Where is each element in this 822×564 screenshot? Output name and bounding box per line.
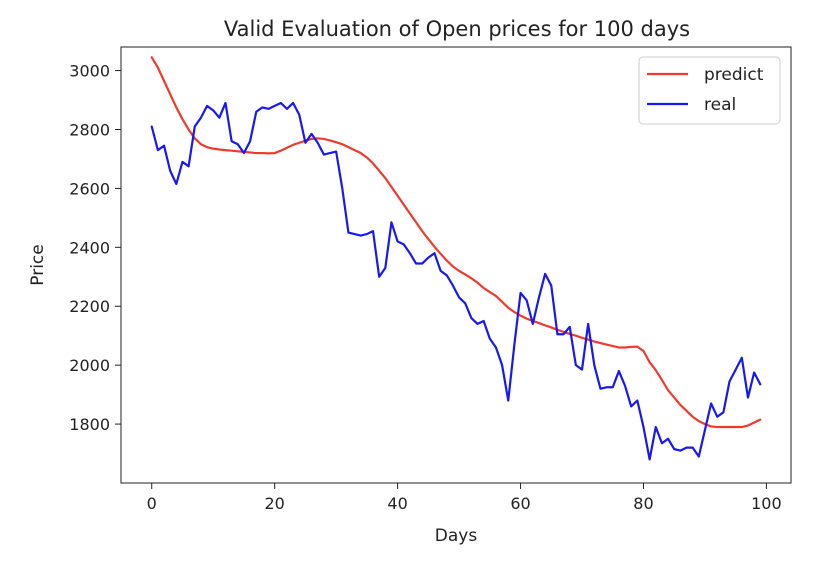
y-tick-label: 2800: [69, 120, 110, 139]
x-axis: 0 20 40 60 80 100: [147, 483, 782, 513]
y-tick-label: 2000: [69, 356, 110, 375]
chart-title: Valid Evaluation of Open prices for 100 …: [224, 17, 690, 41]
y-tick-label: 2400: [69, 238, 110, 257]
y-tick-label: 2200: [69, 297, 110, 316]
x-tick-label: 40: [387, 494, 407, 513]
x-tick-label: 0: [147, 494, 157, 513]
x-tick-label: 20: [264, 494, 284, 513]
legend: predict real: [638, 56, 781, 125]
legend-label-predict: predict: [704, 65, 764, 85]
x-tick-label: 60: [510, 494, 530, 513]
x-tick-label: 80: [633, 494, 653, 513]
plot-lines: [150, 56, 762, 461]
y-tick-label: 2600: [69, 179, 110, 198]
y-axis: 1800 2000 2200 2400 2600 2800 3000: [69, 62, 121, 434]
y-axis-label: Price: [28, 244, 48, 285]
y-tick-label: 1800: [69, 415, 110, 434]
x-axis-label: Days: [435, 526, 478, 546]
series-line-real: [150, 101, 762, 461]
series-line-predict: [150, 56, 762, 429]
x-tick-label: 100: [751, 494, 782, 513]
plot-frame: [120, 46, 792, 484]
y-tick-label: 3000: [69, 62, 110, 81]
legend-label-real: real: [704, 95, 736, 115]
